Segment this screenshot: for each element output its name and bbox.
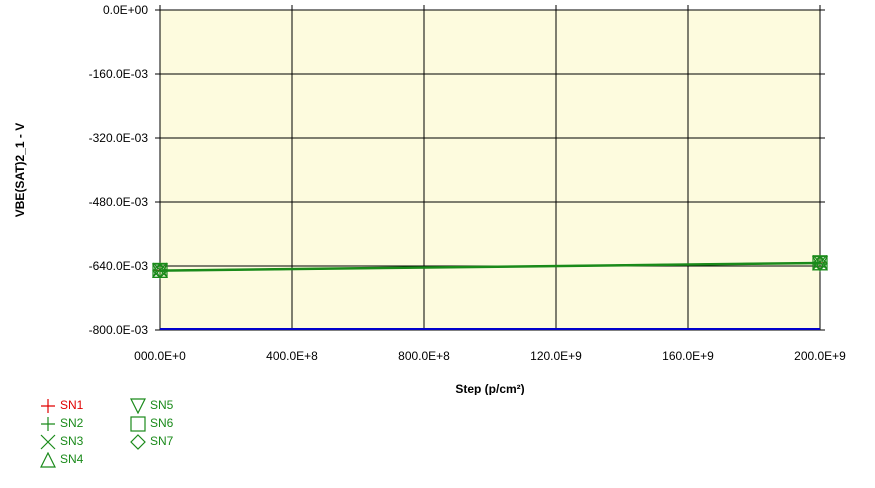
marker-x (812, 254, 828, 270)
y-tick-label: -640.0E-03 (89, 259, 149, 273)
marker-diamond (130, 434, 146, 450)
marker-diamond (812, 255, 828, 272)
x-axis-title: Step (p/cm²) (455, 382, 524, 395)
x-tick-label: 200.0E+9 (794, 349, 846, 363)
marker-triangle-down (130, 398, 146, 414)
y-axis-title: VBE(SAT)2_1 - V (13, 123, 27, 217)
x-tick-label: 120.0E+9 (530, 349, 582, 363)
legend-marker-icon (130, 416, 146, 432)
marker-square (130, 416, 146, 432)
legend-marker-icon (130, 434, 146, 450)
x-tick-label: 800.0E+8 (398, 349, 450, 363)
y-tick-label: 0.0E+00 (103, 3, 148, 17)
legend-label: SN4 (60, 452, 84, 466)
x-tick-label: 000.0E+0 (134, 349, 186, 363)
legend-label: SN6 (150, 416, 174, 430)
marker-x (40, 434, 56, 450)
y-tick-label: -160.0E-03 (89, 67, 149, 81)
legend-label: SN5 (150, 398, 174, 412)
legend-label: SN3 (60, 434, 84, 448)
legend-marker-icon (41, 417, 55, 431)
data-series (152, 254, 828, 330)
marker-triangle-up (40, 452, 56, 468)
y-tick-label: -320.0E-03 (89, 131, 149, 145)
legend-label: SN2 (60, 416, 84, 430)
series-sn7 (152, 255, 828, 279)
legend-marker-icon (130, 398, 146, 414)
legend-marker-icon (40, 434, 56, 450)
y-tick-label: -480.0E-03 (89, 195, 149, 209)
legend-marker-icon (40, 452, 56, 468)
marker-plus (41, 399, 55, 413)
x-tick-label: 160.0E+9 (662, 349, 714, 363)
plot-area (159, 9, 821, 331)
y-tick-labels: 0.0E+00 -160.0E-03 -320.0E-03 -480.0E-03 -64… (89, 3, 149, 337)
x-tick-label: 400.0E+8 (266, 349, 318, 363)
legend-marker-icon (41, 399, 55, 413)
marker-plus (41, 417, 55, 431)
x-tick-labels: 000.0E+0 400.0E+8 800.0E+8 120.0E+9 160.0E+9… (134, 349, 846, 363)
legend-label: SN1 (60, 398, 84, 412)
marker-diamond (152, 262, 168, 279)
y-tick-label: -800.0E-03 (89, 323, 149, 337)
legend-label: SN7 (150, 434, 174, 448)
series-line (159, 262, 821, 272)
chart: 000.0E+0 400.0E+8 800.0E+8 120.0E+9 160.0E+9… (13, 3, 846, 395)
